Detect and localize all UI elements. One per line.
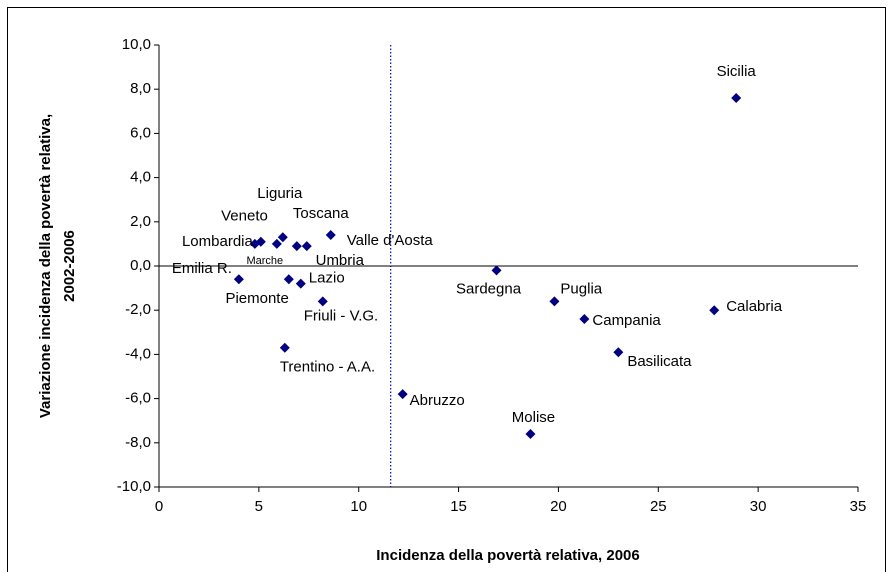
point-label: Basilicata: [627, 353, 692, 370]
x-axis-title: Incidenza della povertà relativa, 2006: [376, 547, 639, 564]
y-tick-label: -10,0: [117, 478, 151, 495]
y-tick-label: 4,0: [130, 169, 151, 186]
point-label: Calabria: [726, 298, 783, 315]
point: [709, 305, 720, 316]
point-label: Lombardia: [182, 233, 254, 250]
point: [283, 274, 294, 285]
point: [397, 389, 408, 400]
x-tick-label: 35: [850, 498, 867, 515]
y-tick-label: 6,0: [130, 124, 151, 141]
point: [325, 230, 336, 241]
point: [295, 278, 306, 289]
point-label: Toscana: [293, 205, 350, 222]
point: [731, 93, 742, 104]
point-label: Sicilia: [717, 63, 757, 80]
point: [579, 314, 590, 325]
y-tick-label: -4,0: [125, 345, 151, 362]
x-tick-label: 25: [650, 498, 667, 515]
point: [525, 428, 536, 439]
y-tick-label: 10,0: [122, 36, 151, 53]
point-label: Molise: [512, 409, 555, 426]
y-tick-label: 2,0: [130, 213, 151, 230]
point: [549, 296, 560, 307]
point-label: Marche: [246, 255, 283, 267]
y-axis-title: 2002-2006: [61, 230, 78, 302]
point-label: Liguria: [257, 185, 303, 202]
point: [613, 347, 624, 358]
point-label: Abruzzo: [410, 392, 465, 409]
x-tick-label: 15: [450, 498, 467, 515]
point-label: Emilia R.: [172, 260, 232, 277]
point-label: Trentino - A.A.: [280, 359, 375, 376]
point: [301, 241, 312, 252]
point-label: Puglia: [560, 280, 602, 297]
y-tick-label: -6,0: [125, 390, 151, 407]
x-tick-label: 20: [550, 498, 567, 515]
point: [291, 241, 302, 252]
point: [233, 274, 244, 285]
y-tick-label: 8,0: [130, 80, 151, 97]
point: [271, 238, 282, 249]
y-tick-label: 0,0: [130, 257, 151, 274]
x-tick-label: 30: [750, 498, 767, 515]
point-label: Lazio: [309, 270, 345, 287]
y-tick-label: -2,0: [125, 301, 151, 318]
point-label: Campania: [592, 312, 661, 329]
point-label: Sardegna: [456, 280, 522, 297]
point-label: Valle d'Aosta: [347, 232, 434, 249]
y-tick-label: -8,0: [125, 434, 151, 451]
point-label: Piemonte: [225, 290, 288, 307]
point-label: Umbria: [316, 252, 365, 269]
x-tick-label: 0: [155, 498, 163, 515]
point: [491, 265, 502, 276]
point-label: Friuli - V.G.: [304, 307, 378, 324]
x-tick-label: 10: [350, 498, 367, 515]
point: [317, 296, 328, 307]
chart-border: [7, 7, 886, 572]
y-axis-title: Variazione incidenza della povertà relat…: [37, 114, 54, 418]
point: [279, 342, 290, 353]
point: [255, 236, 266, 247]
point: [277, 232, 288, 243]
x-tick-label: 5: [255, 498, 263, 515]
point-label: Veneto: [221, 208, 268, 225]
